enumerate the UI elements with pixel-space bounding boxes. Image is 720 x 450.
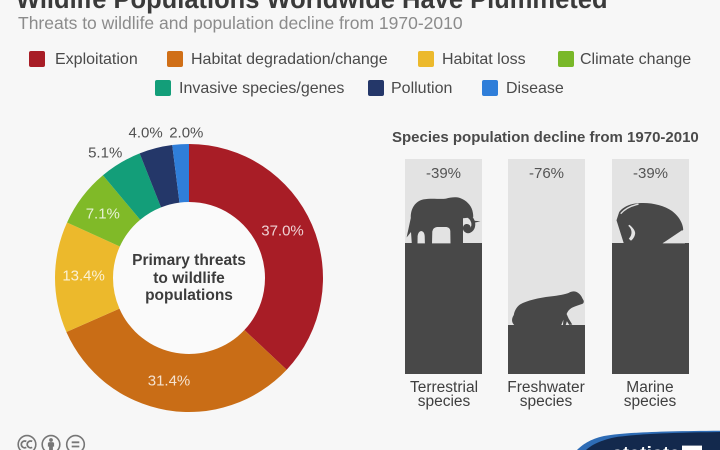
- svg-text:statista: statista: [612, 444, 680, 450]
